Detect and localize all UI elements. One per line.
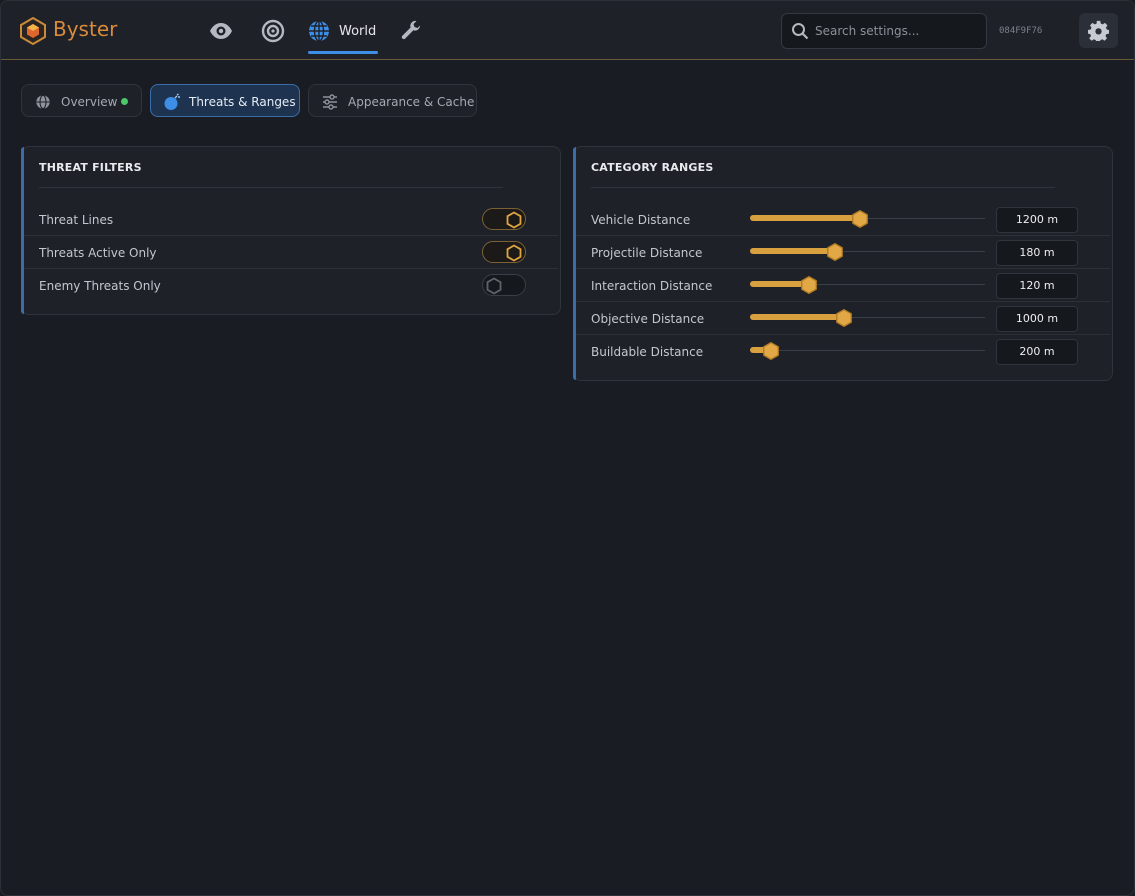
slider-fill [750, 347, 772, 353]
logo [20, 17, 46, 45]
search-icon [792, 23, 809, 40]
row-label: Threat Lines [39, 213, 114, 227]
row-label: Buildable Distance [591, 345, 704, 359]
row-label: Objective Distance [591, 312, 705, 326]
value-box[interactable]: 1200 m [996, 207, 1078, 233]
slider-fill [750, 248, 835, 254]
status-dot [121, 98, 128, 105]
tab-icon [323, 94, 337, 110]
nav-world[interactable] [307, 19, 331, 43]
nav-tools[interactable] [399, 19, 423, 43]
toggle-row: Enemy Threats Only [22, 269, 560, 302]
row-separator [576, 334, 1110, 335]
tab[interactable]: Threats & Ranges [150, 84, 300, 117]
panel-title: CATEGORY RANGES [591, 161, 714, 174]
slider-thumb[interactable] [761, 341, 781, 361]
row-label: Projectile Distance [591, 246, 703, 260]
search-placeholder: Search settings... [815, 24, 920, 38]
slider[interactable] [750, 341, 985, 361]
session-id: 084F9F76 [999, 26, 1043, 36]
tab-icon [164, 93, 180, 110]
toggle-row: Threat Lines [22, 203, 560, 236]
row-separator [576, 301, 1110, 302]
nav-target[interactable] [261, 19, 285, 43]
value-box[interactable]: 1000 m [996, 306, 1078, 332]
toggle[interactable] [482, 274, 526, 296]
nav-underline [308, 51, 378, 54]
separator [39, 187, 503, 188]
slider[interactable] [750, 209, 985, 229]
search-box[interactable]: Search settings... [781, 13, 987, 49]
tab[interactable]: Overview [21, 84, 142, 117]
tab-icon [36, 94, 50, 110]
nav-eye[interactable] [209, 19, 233, 43]
tab-label: Threats & Ranges [189, 95, 296, 109]
slider[interactable] [750, 308, 985, 328]
gear-icon [1088, 20, 1109, 41]
row-separator [24, 235, 558, 236]
value-box[interactable]: 180 m [996, 240, 1078, 266]
tab-label: Appearance & Cache [348, 95, 475, 109]
slider-fill [750, 314, 844, 320]
value-box[interactable]: 120 m [996, 273, 1078, 299]
slider[interactable] [750, 242, 985, 262]
slider-fill [750, 215, 861, 221]
settings-button[interactable] [1079, 13, 1118, 48]
tab-label: Overview [61, 95, 118, 109]
row-separator [576, 235, 1110, 236]
range-row: Buildable Distance 200 m [574, 335, 1112, 368]
tab[interactable]: Appearance & Cache [308, 84, 477, 117]
range-row: Vehicle Distance 1200 m [574, 203, 1112, 236]
range-row: Projectile Distance 180 m [574, 236, 1112, 269]
slider-thumb[interactable] [825, 242, 845, 262]
row-separator [576, 268, 1110, 269]
value-box[interactable]: 200 m [996, 339, 1078, 365]
slider-thumb[interactable] [834, 308, 854, 328]
toggle-row: Threats Active Only [22, 236, 560, 269]
threat-filters-panel: THREAT FILTERS Threat Lines Threats Activ… [21, 146, 561, 315]
row-label: Interaction Distance [591, 279, 713, 293]
row-separator [24, 268, 558, 269]
slider-fill [750, 281, 809, 287]
toggle[interactable] [482, 241, 526, 263]
nav-label[interactable]: World [339, 24, 377, 39]
brand: Byster [53, 17, 118, 41]
row-label: Vehicle Distance [591, 213, 691, 227]
range-row: Objective Distance 1000 m [574, 302, 1112, 335]
row-label: Enemy Threats Only [39, 279, 161, 293]
toggle[interactable] [482, 208, 526, 230]
row-label: Threats Active Only [39, 246, 157, 260]
top-bar: Byster World Search settings... 084F9F76 [1, 1, 1134, 60]
panel-title: THREAT FILTERS [39, 161, 142, 174]
slider-thumb[interactable] [799, 275, 819, 295]
slider[interactable] [750, 275, 985, 295]
separator [591, 187, 1055, 188]
category-ranges-panel: CATEGORY RANGES Vehicle Distance 1200 m Pr… [573, 146, 1113, 381]
slider-thumb[interactable] [850, 209, 870, 229]
range-row: Interaction Distance 120 m [574, 269, 1112, 302]
